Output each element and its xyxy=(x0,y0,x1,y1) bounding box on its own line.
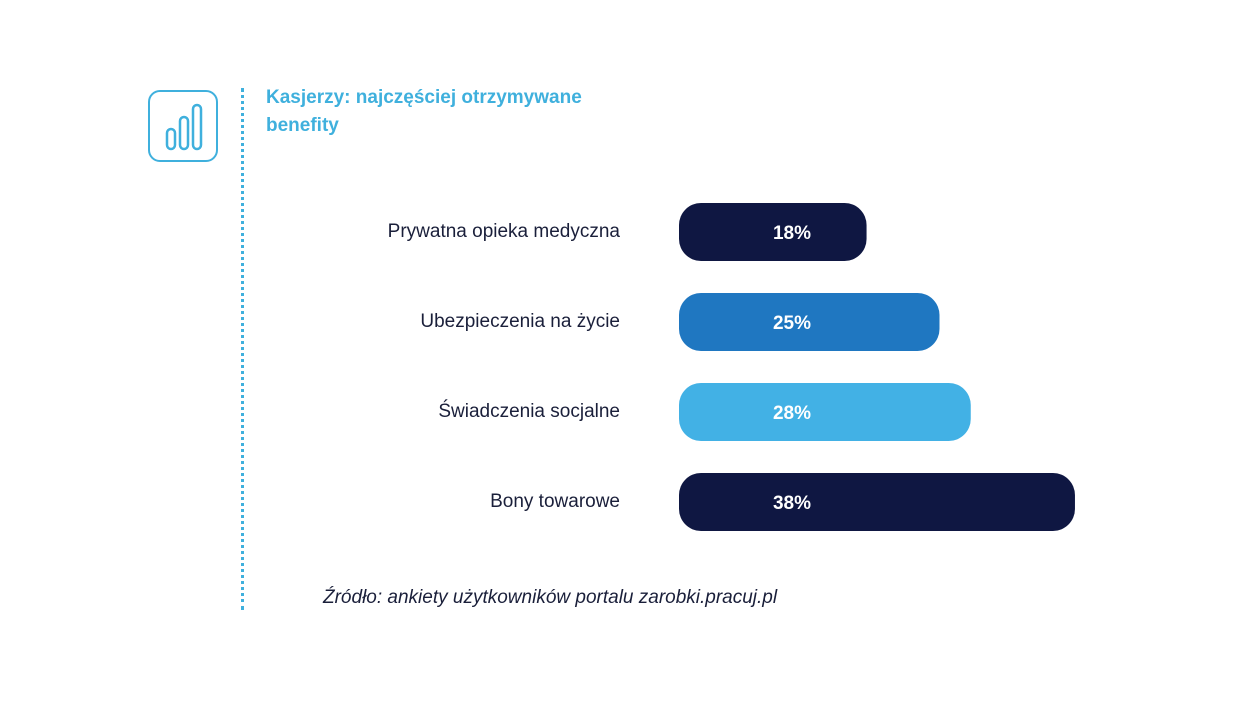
bar-value-label-4: 38% xyxy=(773,493,811,514)
bar-value-label-3: 28% xyxy=(773,403,811,424)
bar-value-label-2: 25% xyxy=(773,313,811,334)
dotted-divider xyxy=(241,88,244,610)
category-label-1: Prywatna opieka medyczna xyxy=(387,221,620,242)
category-label-4: Bony towarowe xyxy=(490,491,620,512)
source-note: Źródło: ankiety użytkowników portalu zar… xyxy=(323,587,778,608)
category-label-3: Świadczenia socjalne xyxy=(438,401,620,422)
chart-title: Kasjerzy: najczęściej otrzymywane benefi… xyxy=(266,87,582,136)
bar-1 xyxy=(679,203,867,261)
category-label-2: Ubezpieczenia na życie xyxy=(420,311,620,332)
bar-4 xyxy=(679,473,1075,531)
bar-value-label-1: 18% xyxy=(773,223,811,244)
bar-3 xyxy=(679,383,971,441)
bar-chart-icon xyxy=(148,90,218,162)
bar-2 xyxy=(679,293,940,351)
